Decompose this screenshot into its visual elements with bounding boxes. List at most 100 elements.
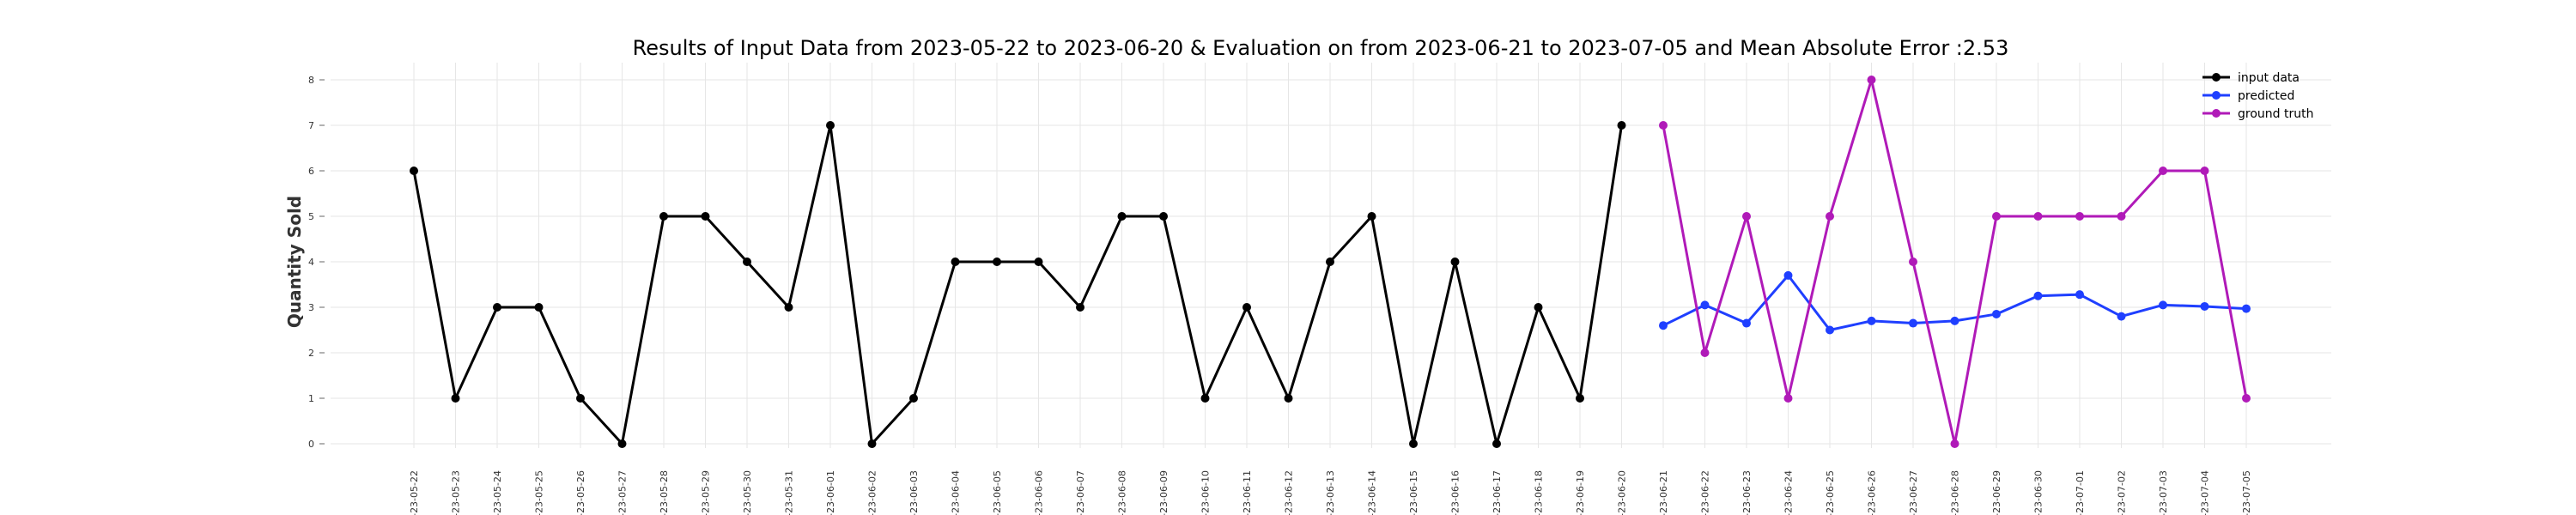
x-tick-label: -23-05-22 xyxy=(409,470,420,515)
data-point-input-data xyxy=(493,303,501,312)
x-tick-label: -23-05-30 xyxy=(742,470,753,515)
data-point-ground-truth xyxy=(1783,394,1793,403)
data-point-input-data xyxy=(993,258,1001,266)
y-tick-label: 5 xyxy=(308,211,314,222)
data-point-input-data xyxy=(617,439,627,448)
data-point-ground-truth xyxy=(2075,212,2084,221)
data-point-ground-truth xyxy=(1700,348,1710,357)
x-tick-label: -23-07-04 xyxy=(2200,470,2211,515)
x-tick-label: -23-06-13 xyxy=(1325,470,1336,515)
legend-marker-predicted xyxy=(2212,91,2221,100)
x-tick-label: -23-06-10 xyxy=(1200,470,1212,515)
data-point-predicted xyxy=(2200,301,2209,311)
data-point-input-data xyxy=(1242,303,1251,312)
data-point-input-data xyxy=(451,394,460,403)
x-axis-ticks: -23-05-22 -23-05-23 -23-05-24 -23-05-25 -23-… xyxy=(409,470,2252,515)
data-point-input-data xyxy=(1117,212,1127,221)
data-point-input-data xyxy=(1076,303,1084,312)
x-tick-label: -23-06-18 xyxy=(1534,470,1545,515)
data-point-input-data xyxy=(1492,439,1501,448)
x-tick-label: -23-06-23 xyxy=(1741,470,1753,515)
x-tick-label: -23-07-05 xyxy=(2241,470,2252,515)
x-tick-label: -23-06-19 xyxy=(1575,470,1586,515)
x-tick-label: -23-06-04 xyxy=(951,470,962,515)
data-point-input-data xyxy=(701,212,710,221)
y-tick-label: 2 xyxy=(308,348,314,359)
x-tick-label: -23-06-16 xyxy=(1450,470,1461,515)
data-point-ground-truth xyxy=(1826,212,1834,221)
data-point-predicted xyxy=(1742,318,1751,328)
x-tick-label: -23-05-23 xyxy=(451,470,462,515)
x-tick-label: -23-06-17 xyxy=(1492,470,1503,515)
data-point-input-data xyxy=(410,167,418,175)
data-point-input-data xyxy=(1617,121,1626,130)
x-tick-label: -23-05-27 xyxy=(617,470,629,515)
x-tick-label: -23-06-06 xyxy=(1034,470,1045,515)
data-point-input-data xyxy=(867,439,877,448)
x-tick-label: -23-06-25 xyxy=(1825,470,1836,515)
x-tick-label: -23-06-11 xyxy=(1242,470,1253,515)
data-point-predicted xyxy=(2117,312,2126,321)
data-point-predicted xyxy=(1783,270,1793,280)
legend: input data predicted ground truth xyxy=(2202,71,2313,121)
data-point-input-data xyxy=(1409,439,1418,448)
data-point-ground-truth xyxy=(1909,258,1917,266)
data-point-input-data xyxy=(1200,394,1210,403)
x-tick-label: -23-06-12 xyxy=(1284,470,1295,515)
y-tick-label: 3 xyxy=(308,302,314,313)
data-point-input-data xyxy=(576,394,585,403)
x-tick-label: -23-05-28 xyxy=(659,470,670,515)
x-tick-label: -23-06-22 xyxy=(1700,470,1711,515)
data-point-predicted xyxy=(2242,304,2251,313)
x-tick-label: -23-06-29 xyxy=(1991,470,2002,515)
data-point-predicted xyxy=(2159,300,2167,310)
y-tick-label: 8 xyxy=(308,75,314,86)
legend-label-predicted: predicted xyxy=(2238,89,2294,103)
data-point-input-data xyxy=(534,303,544,312)
x-tick-label: -23-05-29 xyxy=(701,470,712,515)
data-point-predicted xyxy=(2033,291,2043,300)
y-axis-ticks: 0 1 2 3 4 5 6 7 8 xyxy=(308,75,325,450)
data-point-ground-truth xyxy=(2242,394,2251,403)
legend-label-ground-truth: ground truth xyxy=(2238,107,2313,121)
series-lines xyxy=(410,76,2251,448)
data-point-input-data xyxy=(826,121,835,130)
data-point-ground-truth xyxy=(1867,76,1876,84)
data-point-input-data xyxy=(1367,212,1376,221)
data-point-ground-truth xyxy=(2159,167,2167,175)
data-point-input-data xyxy=(743,258,751,266)
x-tick-label: -23-06-01 xyxy=(825,470,836,515)
data-point-ground-truth xyxy=(1992,212,2001,221)
data-point-input-data xyxy=(909,394,918,403)
legend-marker-ground-truth xyxy=(2212,109,2221,118)
series-line-input-data xyxy=(412,124,1623,445)
x-tick-label: -23-06-28 xyxy=(1950,470,1961,515)
data-point-input-data xyxy=(659,212,668,221)
data-point-predicted xyxy=(1700,300,1710,310)
x-tick-label: -23-05-26 xyxy=(575,470,586,515)
x-tick-label: -23-07-03 xyxy=(2158,470,2169,515)
data-point-ground-truth xyxy=(2033,212,2043,221)
x-tick-label: -23-06-14 xyxy=(1367,470,1378,515)
data-point-predicted xyxy=(1826,325,1834,335)
y-tick-label: 7 xyxy=(308,120,314,131)
data-point-input-data xyxy=(1159,212,1168,221)
y-axis-label: Quantity Sold xyxy=(284,196,305,328)
data-point-input-data xyxy=(1284,394,1293,403)
data-point-predicted xyxy=(2075,290,2084,300)
x-tick-label: -23-05-31 xyxy=(784,470,795,515)
y-tick-label: 4 xyxy=(308,257,314,268)
data-point-predicted xyxy=(1867,316,1876,325)
x-tick-label: -23-06-30 xyxy=(2033,470,2044,515)
data-point-input-data xyxy=(1576,394,1584,403)
y-tick-label: 6 xyxy=(308,166,314,177)
data-point-predicted xyxy=(1950,316,1959,325)
data-point-input-data xyxy=(1450,258,1460,266)
data-point-ground-truth xyxy=(1742,212,1751,221)
data-point-input-data xyxy=(1326,258,1334,266)
data-point-predicted xyxy=(1659,321,1668,330)
x-tick-label: -23-06-21 xyxy=(1658,470,1669,515)
x-tick-label: -23-06-07 xyxy=(1075,470,1086,515)
x-tick-label: -23-06-24 xyxy=(1783,470,1795,515)
x-tick-label: -23-06-09 xyxy=(1158,470,1170,515)
